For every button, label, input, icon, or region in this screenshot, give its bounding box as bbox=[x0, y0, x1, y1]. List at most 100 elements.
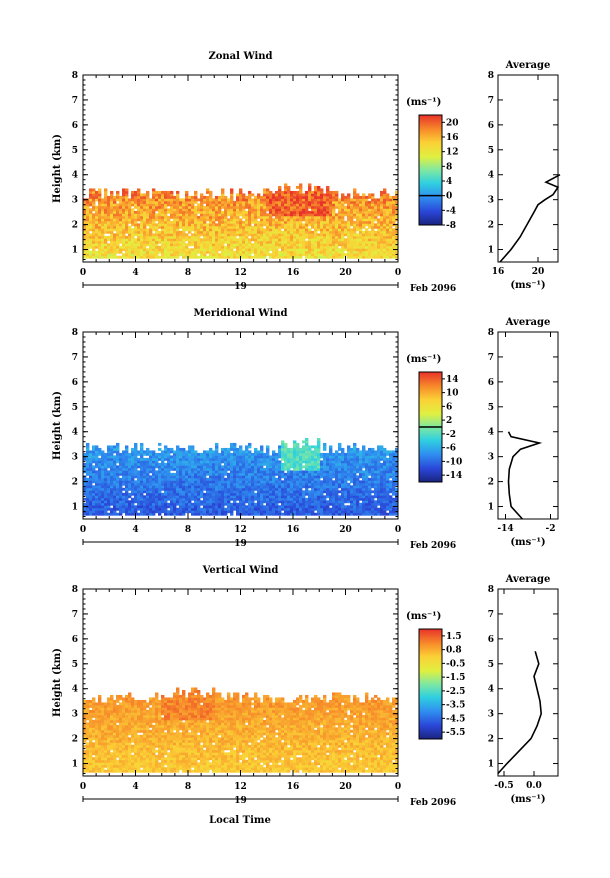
colorbar-tick-label: 8 bbox=[446, 162, 452, 172]
avg-x-label: (ms⁻¹) bbox=[510, 537, 545, 548]
avg-x-label: (ms⁻¹) bbox=[510, 794, 545, 805]
colorbar-tick-label: -2.5 bbox=[446, 687, 465, 697]
y-tick-label: 7 bbox=[72, 610, 78, 620]
x-tick-label: 0 bbox=[395, 525, 401, 535]
y-tick-label: 8 bbox=[72, 585, 78, 595]
x-tick-label: 8 bbox=[185, 782, 191, 792]
y-tick-label: 2 bbox=[72, 735, 78, 745]
colorbar-unit: (ms⁻¹) bbox=[406, 611, 441, 622]
panel-title: Zonal Wind bbox=[208, 51, 272, 62]
average-title: Average bbox=[505, 574, 551, 585]
avg-y-tick-label: 8 bbox=[488, 328, 494, 338]
avg-x-label: (ms⁻¹) bbox=[510, 280, 545, 291]
x-tick-label: 20 bbox=[339, 525, 352, 535]
avg-x-tick-label: 0.0 bbox=[526, 781, 542, 791]
avg-y-tick-label: 4 bbox=[488, 685, 494, 695]
colorbar-tick-label: -3.5 bbox=[446, 701, 465, 711]
colorbar-tick-label: 14 bbox=[446, 375, 459, 385]
y-tick-label: 3 bbox=[72, 196, 78, 206]
y-tick-label: 7 bbox=[72, 353, 78, 363]
colorbar-tick-label: 12 bbox=[446, 148, 459, 158]
x-tick-label: 8 bbox=[185, 268, 191, 278]
heatmap-field bbox=[83, 438, 398, 516]
y-tick-label: 8 bbox=[72, 71, 78, 81]
colorbar-tick-label: 0 bbox=[446, 192, 452, 202]
avg-y-tick-label: 3 bbox=[488, 453, 494, 463]
average-profile-line bbox=[500, 175, 560, 262]
avg-y-tick-label: 4 bbox=[488, 428, 494, 438]
x-tick-label: 16 bbox=[287, 525, 300, 535]
y-tick-label: 4 bbox=[72, 171, 78, 181]
y-tick-label: 2 bbox=[72, 478, 78, 488]
heatmap-field bbox=[83, 687, 398, 772]
avg-y-tick-label: 8 bbox=[488, 71, 494, 81]
colorbar bbox=[419, 629, 442, 739]
colorbar-tick-label: -10 bbox=[446, 457, 462, 467]
x-tick-label: 16 bbox=[287, 268, 300, 278]
heatmap-field bbox=[83, 183, 398, 258]
y-tick-label: 6 bbox=[72, 378, 78, 388]
avg-y-tick-label: 1 bbox=[488, 503, 494, 513]
average-title: Average bbox=[505, 60, 551, 71]
colorbar-tick-label: 16 bbox=[446, 133, 459, 143]
y-tick-label: 1 bbox=[72, 760, 78, 770]
avg-y-tick-label: 2 bbox=[488, 221, 494, 231]
x-tick-label: 16 bbox=[287, 782, 300, 792]
y-tick-label: 6 bbox=[72, 635, 78, 645]
avg-x-tick-label: 16 bbox=[492, 267, 505, 277]
y-tick-label: 5 bbox=[72, 660, 78, 670]
x-tick-label: 20 bbox=[339, 268, 352, 278]
colorbar-tick-label: 20 bbox=[446, 118, 459, 128]
avg-y-tick-label: 6 bbox=[488, 635, 494, 645]
panel-title: Meridional Wind bbox=[193, 308, 287, 319]
y-axis-label: Height (km) bbox=[52, 391, 63, 460]
colorbar-tick-label: -1.5 bbox=[446, 673, 465, 683]
y-tick-label: 5 bbox=[72, 146, 78, 156]
avg-y-tick-label: 5 bbox=[488, 660, 494, 670]
x-tick-label: 0 bbox=[80, 525, 86, 535]
colorbar-unit: (ms⁻¹) bbox=[406, 97, 441, 108]
average-frame bbox=[498, 332, 558, 519]
avg-y-tick-label: 5 bbox=[488, 403, 494, 413]
avg-y-tick-label: 3 bbox=[488, 710, 494, 720]
colorbar-tick-label: -0.5 bbox=[446, 659, 465, 669]
y-tick-label: 4 bbox=[72, 428, 78, 438]
x-tick-label: 0 bbox=[80, 268, 86, 278]
y-tick-label: 1 bbox=[72, 246, 78, 256]
average-frame bbox=[498, 75, 558, 262]
avg-y-tick-label: 7 bbox=[488, 353, 494, 363]
y-tick-label: 4 bbox=[72, 685, 78, 695]
date-label: Feb 2096 bbox=[410, 798, 456, 808]
x-tick-label: 20 bbox=[339, 782, 352, 792]
x-tick-label: 12 bbox=[234, 268, 247, 278]
avg-y-tick-label: 6 bbox=[488, 121, 494, 131]
x-tick-label: 0 bbox=[395, 268, 401, 278]
average-frame bbox=[498, 589, 558, 776]
x-tick-label: 4 bbox=[132, 782, 138, 792]
colorbar-tick-label: 10 bbox=[446, 389, 459, 399]
x-tick-label: 4 bbox=[132, 268, 138, 278]
x-axis-label: Local Time bbox=[209, 815, 271, 826]
average-profile-line bbox=[509, 432, 540, 519]
avg-x-tick-label: -14 bbox=[497, 524, 513, 534]
avg-y-tick-label: 1 bbox=[488, 246, 494, 256]
y-axis-label: Height (km) bbox=[52, 648, 63, 717]
avg-y-tick-label: 7 bbox=[488, 96, 494, 106]
average-title: Average bbox=[505, 317, 551, 328]
panel-title: Vertical Wind bbox=[202, 565, 279, 576]
colorbar-tick-label: 4 bbox=[446, 177, 452, 187]
avg-y-tick-label: 3 bbox=[488, 196, 494, 206]
y-tick-label: 5 bbox=[72, 403, 78, 413]
x-tick-label: 4 bbox=[132, 525, 138, 535]
colorbar-tick-label: -5.5 bbox=[446, 728, 465, 738]
avg-y-tick-label: 5 bbox=[488, 146, 494, 156]
y-tick-label: 2 bbox=[72, 221, 78, 231]
avg-x-tick-label: 20 bbox=[532, 267, 545, 277]
avg-y-tick-label: 7 bbox=[488, 610, 494, 620]
colorbar-tick-label: -8 bbox=[446, 221, 456, 231]
